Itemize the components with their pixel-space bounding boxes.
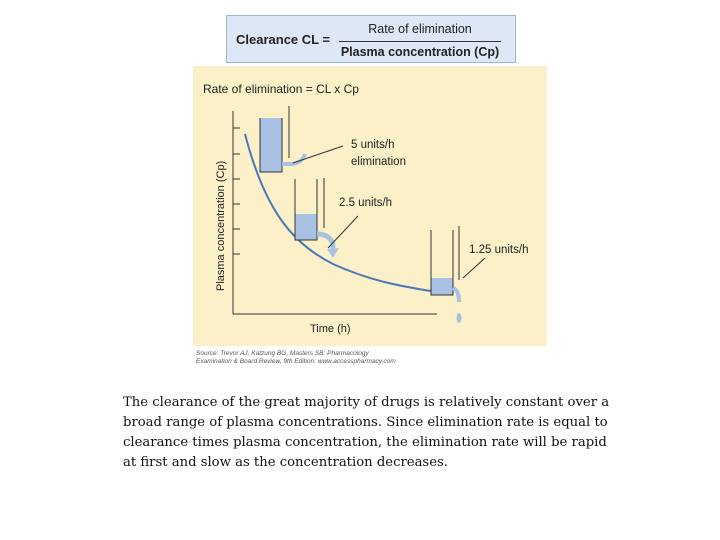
- caption-text: The clearance of the great majority of d…: [123, 395, 610, 470]
- diagram-svg: Rate of elimination = CL x Cp Plasma con…: [203, 82, 528, 335]
- formula-numerator: Rate of elimination: [368, 22, 472, 36]
- pointer-lines: [292, 145, 486, 279]
- container-high: [259, 106, 307, 173]
- label-rate-third: 1.25 units/h: [469, 244, 528, 256]
- label-rate-second: 2.5 units/h: [339, 197, 392, 209]
- x-axis-label: Time (h): [310, 323, 351, 335]
- label-rate-first: 5 units/h: [351, 139, 394, 151]
- container-low: [430, 226, 462, 323]
- elimination-diagram: Rate of elimination = CL x Cp Plasma con…: [193, 66, 547, 346]
- diagram-title: Rate of elimination = CL x Cp: [203, 82, 359, 96]
- source-citation: Source: Trevor AJ, Katzung BG, Masters S…: [196, 350, 396, 365]
- decay-curve: [244, 133, 438, 293]
- formula-denominator: Plasma concentration (Cp): [340, 45, 500, 59]
- clearance-formula: Clearance CL = Rate of elimination Plasm…: [226, 15, 516, 63]
- container-medium: [294, 178, 339, 258]
- y-axis-ticks: [233, 127, 240, 255]
- y-axis-label: Plasma concentration (Cp): [215, 161, 227, 291]
- fraction-bar: [339, 41, 501, 42]
- label-rate-first-sub: elimination: [351, 156, 406, 168]
- formula-lhs: Clearance CL =: [236, 32, 331, 47]
